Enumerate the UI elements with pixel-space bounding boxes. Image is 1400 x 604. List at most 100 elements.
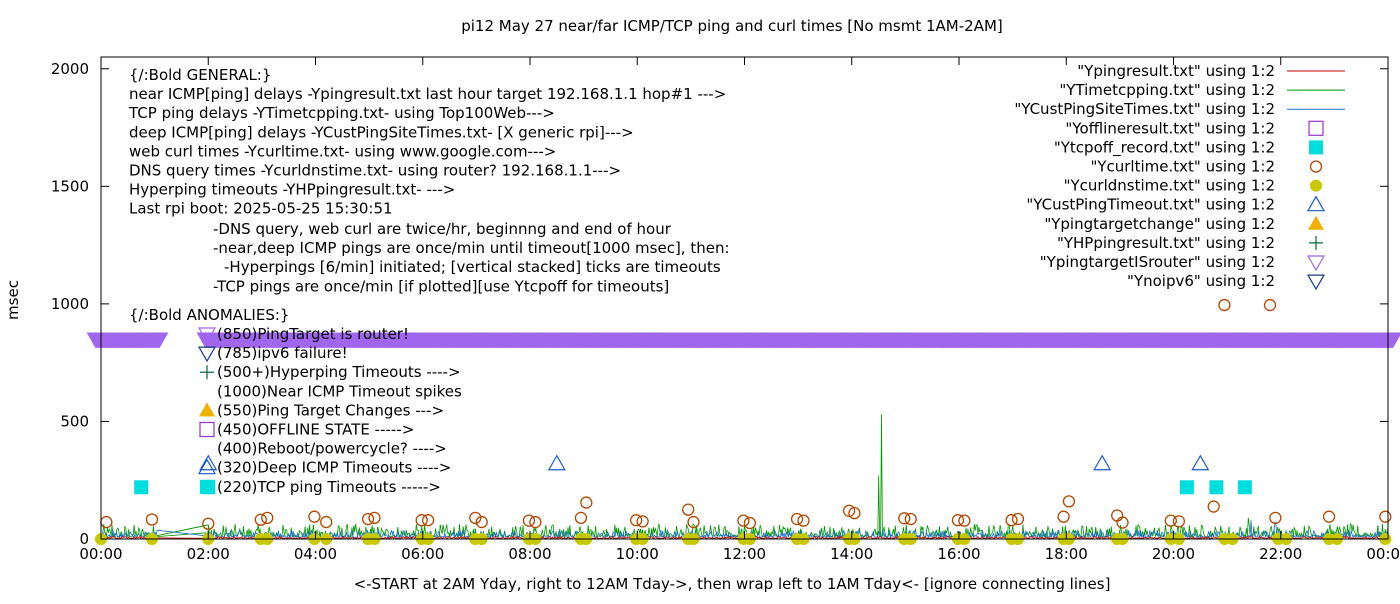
data-point [687,515,700,529]
y-tick-label: 500 [60,412,89,430]
legend-label: "Ynoipv6" using 1:2 [1127,272,1275,290]
data-point [202,517,215,530]
legend-key [1306,195,1326,212]
data-point [308,510,321,523]
x-tick-label: 00:00 [79,545,122,563]
data-point [1379,510,1392,523]
legend-label: "YCustPingTimeout.txt" using 1:2 [1026,196,1275,214]
data-point [1269,511,1282,524]
anomaly-note-line: (400)Reboot/powercycle? ----> [217,440,447,458]
x-axis-label: <-START at 2AM Yday, right to 12AM Tday-… [354,575,1111,593]
data-point [1164,514,1177,527]
data-point [415,514,428,527]
legend-label: "Ypingresult.txt" using 1:2 [1077,62,1275,80]
general-note-line: {/:Bold GENERAL:} [129,66,271,84]
data-point [743,516,757,530]
y-tick-label: 1000 [51,295,89,313]
legend-label: "Ycurltime.txt" using 1:2 [1090,158,1275,176]
data-point [797,514,810,527]
data-point [361,512,375,526]
legend-label: "YCustPingSiteTimes.txt" using 1:2 [1014,100,1275,118]
anomaly-key-icon [197,346,217,363]
data-point [958,514,971,527]
x-tick-label: 08:00 [508,545,551,563]
legend-label: "YTimetcpping.txt" using 1:2 [1059,81,1275,99]
x-tick-label: 20:00 [1152,545,1195,563]
x-tick-label: 12:00 [723,545,766,563]
y-tick-label: 2000 [51,60,89,78]
target-router-marker [1383,332,1400,349]
data-point [421,514,435,527]
target-router-marker [150,332,169,349]
data-point [904,512,917,526]
legend-label: "YpingtargetISrouter" using 1:2 [1040,253,1275,271]
y-axis-label: msec [4,280,22,320]
data-point [1111,509,1124,522]
x-tick-label: 10:00 [616,545,659,563]
data-point [1191,454,1210,471]
legend-label: "Ypingtargetchange" using 1:2 [1044,215,1275,233]
general-note-line: deep ICMP[ping] delays -YCustPingSiteTim… [129,123,634,141]
data-point [261,511,274,524]
series-line [154,524,209,537]
data-point [1263,298,1277,312]
x-tick-label: 16:00 [937,545,980,563]
data-point [475,515,488,529]
legend-label: "Ytcpoff_record.txt" using 1:2 [1054,138,1275,157]
general-note-line: web curl times -Ycurltime.txt- using www… [129,142,556,160]
data-point [1218,298,1231,312]
data-point [469,511,482,524]
data-point [368,511,381,524]
anomaly-key-icon [197,327,217,344]
general-note-line: TCP ping delays -YTimetcpping.txt- using… [128,104,555,122]
anomaly-note-line: (500+)Hyperping Timeouts ----> [217,363,461,381]
x-tick-label: 00:00 [1366,545,1400,563]
anomaly-note-line: (320)Deep ICMP Timeouts ----> [217,459,451,477]
general-note-line: DNS query times -Ycurldnstime.txt- using… [129,162,621,180]
legend-label: "Yofflineresult.txt" using 1:2 [1065,119,1275,137]
detail-note-line: -Hyperpings [6/min] initiated; [vertical… [224,258,721,276]
anomaly-note-line: (785)ipv6 failure! [217,344,348,362]
detail-note-line: -near,deep ICMP pings are once/min until… [213,239,730,257]
y-tick-label: 1500 [51,177,89,195]
anomaly-note-line: (850)PingTarget is router! [217,325,409,343]
data-point [1207,500,1220,513]
data-point [898,512,911,525]
legend-key [1308,215,1324,230]
general-note-line: Hyperping timeouts -YHPpingresult.txt- -… [129,181,455,199]
markers-layer [86,298,1400,545]
legend-key [1308,120,1324,136]
x-tick-label: 02:00 [187,545,230,563]
data-point [1005,514,1018,527]
data-point [547,454,566,471]
data-point [254,513,267,526]
legend: "Ypingresult.txt" using 1:2"YTimetcpping… [1014,62,1345,291]
chart-title: pi12 May 27 near/far ICMP/TCP ping and c… [461,17,1003,35]
data-point [1237,480,1252,495]
x-tick-label: 06:00 [401,545,444,563]
y-tick-label: 0 [79,530,89,548]
anomaly-key-icon [199,421,215,438]
data-point [145,513,159,526]
data-point [522,514,536,527]
series-line [100,414,1389,539]
axes-layer: 0 500 1000 1500 2000 00:00 02:00 04:00 06:00 08:0… [51,56,1400,563]
data-point [100,515,113,529]
data-point [1011,512,1025,526]
data-point [737,514,750,527]
data-point [134,480,149,495]
legend-key [1309,160,1323,173]
anomaly-note-line: (1000)Near ICMP Timeout spikes [217,382,462,400]
data-point [1179,480,1194,495]
anomaly-key-icon [200,365,214,380]
data-point [1172,515,1186,528]
data-point [1209,480,1224,495]
data-point [790,512,804,526]
data-point [682,503,695,516]
data-point [848,506,861,520]
annotation-layer: {/:Bold GENERAL:}near ICMP[ping] delays … [128,66,730,496]
legend-label: "YHPpingresult.txt" using 1:2 [1057,234,1275,252]
anomaly-note-line: (550)Ping Target Changes ---> [217,401,444,419]
data-point [529,515,542,529]
